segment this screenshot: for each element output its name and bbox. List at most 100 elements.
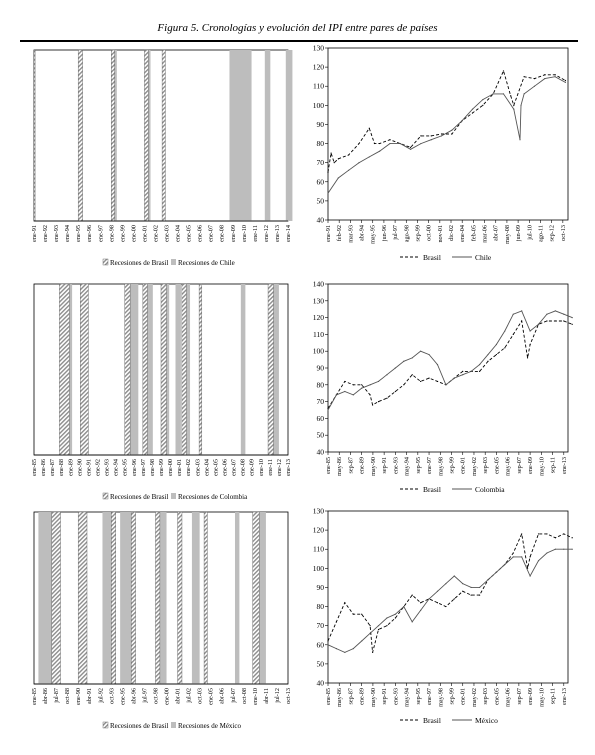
recession-band-secondary [147,284,153,455]
y-tick-label: 110 [313,545,324,554]
series-point [451,133,453,135]
x-tick-label: jul-02 [186,688,193,704]
series-point [361,613,363,615]
x-tick-label: ene-92 [95,459,102,476]
x-tick-label: may-94 [404,688,411,707]
series-point [471,112,474,114]
series-point [368,127,370,129]
x-tick-label: ene-03 [194,459,201,476]
series-point [571,323,573,325]
series-point [563,320,565,322]
y-tick-label: 80 [317,139,325,148]
recession-band-secondary [229,50,252,221]
x-tick-label: ene-96 [131,459,138,476]
x-tick-label: ene-89 [67,459,74,476]
x-tick-label: sep-95 [415,457,422,474]
x-tick-label: ene-12 [263,225,270,242]
x-tick-label: sep-91 [381,688,388,705]
x-tick-label: ene-02 [185,459,192,476]
x-tick-label: ene-04 [203,459,210,476]
series-point [330,152,332,154]
series-point [470,370,472,372]
x-tick-label: ene-85 [325,457,332,474]
series-point [358,142,360,145]
x-tick-label: ene-05 [493,688,500,705]
x-tick-label: mar-06 [482,225,489,243]
series-point [563,548,565,550]
x-tick-label: sep-07 [516,688,523,705]
x-tick-label: may-06 [505,688,512,707]
legend-swatch-brasil [102,258,109,266]
series-point [361,640,363,642]
series-point [492,93,494,95]
x-tick-label: ene-94 [113,459,120,476]
series-point [386,625,388,627]
series-point [523,93,525,95]
recession-band-secondary [130,284,139,455]
x-tick-label: sep-11 [550,688,557,704]
x-tick-label: ene-00 [130,225,137,242]
x-tick-label: sep-99 [449,457,456,474]
x-tick-label: ene-97 [140,459,147,476]
x-tick-label: oct-93 [108,688,115,704]
x-tick-label: ene-01 [141,225,148,242]
series-point [462,590,464,592]
series-point [389,139,391,141]
series-point [495,571,498,573]
x-tick-label: ene-93 [392,457,399,474]
series-point [337,177,339,179]
series-point [411,357,413,359]
series-point [403,605,405,608]
series-point [372,651,374,654]
x-tick-label: may-10 [538,688,545,707]
series-point [512,556,514,558]
legend-label-brasil: Recesiones de Brasil [110,259,168,267]
series-point [554,548,556,550]
legend-swatch-brasil [102,721,109,729]
x-tick-label: ene-04 [459,225,466,242]
series-point [373,142,376,145]
series-point [504,347,506,349]
series-point [554,537,556,539]
series-point [478,586,481,589]
x-tick-label: jul-97 [392,225,399,241]
series-point [461,120,463,122]
series-point [337,158,339,160]
legend-label-secondary: Recesiones de Colombia [178,493,248,501]
x-tick-label: ago-98 [403,225,410,242]
series-point [428,598,430,600]
x-tick-label: ene-06 [222,459,229,476]
series-point [495,343,498,346]
y-tick-label: 70 [317,621,325,630]
series-point [352,384,354,386]
series-line-brasil [327,69,566,173]
series-point [533,85,536,87]
series-point [428,353,430,356]
series-point [399,142,401,145]
series-point [512,552,514,554]
series-point [487,360,489,362]
x-tick-label: ene-95 [119,688,126,705]
series-point [411,374,413,376]
y-tick-label: 140 [313,280,325,289]
x-tick-label: jun-09 [515,225,522,242]
recession-band-secondary [38,512,52,684]
y-tick-label: 110 [313,330,324,339]
series-point [335,394,338,396]
x-tick-label: ene-10 [241,225,248,242]
x-tick-label: ene-08 [240,459,247,476]
series-point [372,404,374,406]
series-point [420,380,422,383]
x-tick-label: jul-07 [230,688,237,704]
series-point [571,317,573,319]
y-tick-label: 100 [313,101,325,110]
series-point [369,625,371,627]
series-point [358,162,360,164]
y-tick-label: 90 [317,364,325,373]
series-point [420,609,422,611]
series-point [436,590,439,592]
x-tick-label: ene-09 [527,688,534,705]
x-tick-label: ene-98 [108,225,115,242]
